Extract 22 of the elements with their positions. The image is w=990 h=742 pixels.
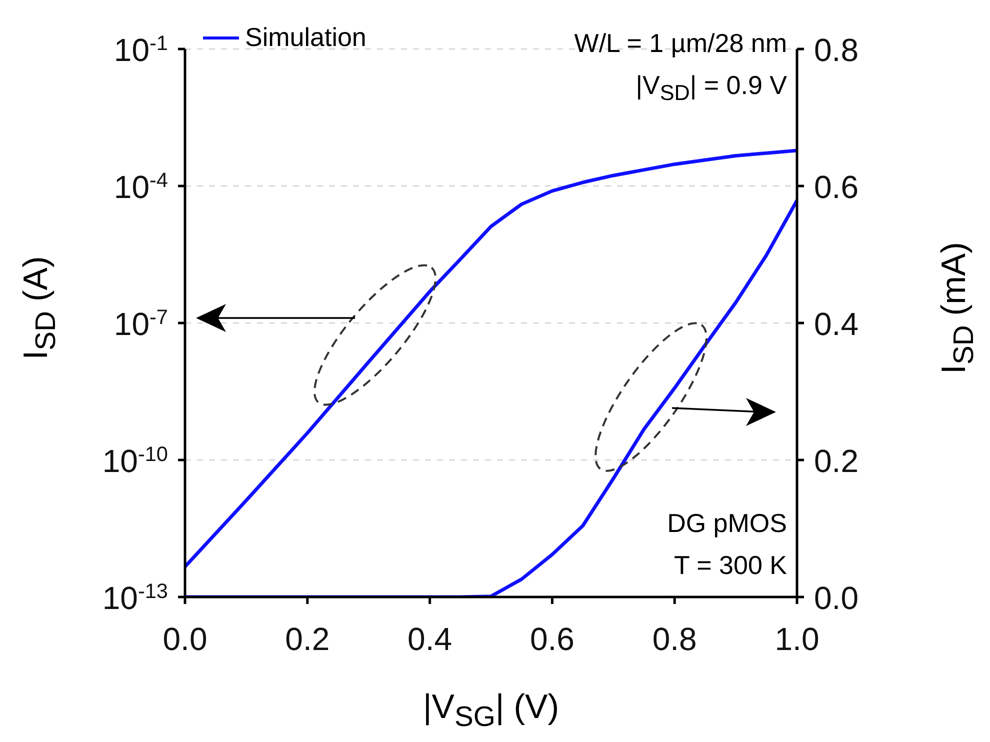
x-tick-label: 0.0 <box>162 621 208 657</box>
x-tick-label: 0.2 <box>285 621 330 657</box>
x-tick-label: 0.6 <box>530 621 574 657</box>
y2-tick-label: 0.2 <box>814 443 858 479</box>
x-tick-label: 0.4 <box>408 621 452 657</box>
y-tick-label: 10$^{-7}$ <box>114 306 168 342</box>
annotation: T = 300 K <box>674 550 787 581</box>
annotation: DG pMOS <box>667 508 787 539</box>
annotation: W/L = 1 µm/28 nm <box>574 28 787 59</box>
y-tick-label: 10$^{-1}$ <box>114 32 168 68</box>
y2-tick-label: 0.6 <box>814 169 858 205</box>
y2-tick-label: 0.0 <box>814 580 858 616</box>
legend-label: Simulation <box>245 22 366 53</box>
x-tick-label: 0.8 <box>652 621 697 657</box>
x-tick-label: 1.0 <box>774 621 820 657</box>
y2-tick-label: 0.8 <box>814 32 858 68</box>
x-axis-title: |V$_{SG}$| (V) <box>422 688 560 734</box>
y-tick-label: 10$^{-4}$ <box>114 168 168 205</box>
y-tick-label: 10$^{-13}$ <box>102 580 168 616</box>
y-tick-label: 10$^{-10}$ <box>102 442 168 479</box>
annotation: |V$_{SD}$| = 0.9 V <box>636 70 787 106</box>
y2-tick-label: 0.4 <box>814 306 858 342</box>
